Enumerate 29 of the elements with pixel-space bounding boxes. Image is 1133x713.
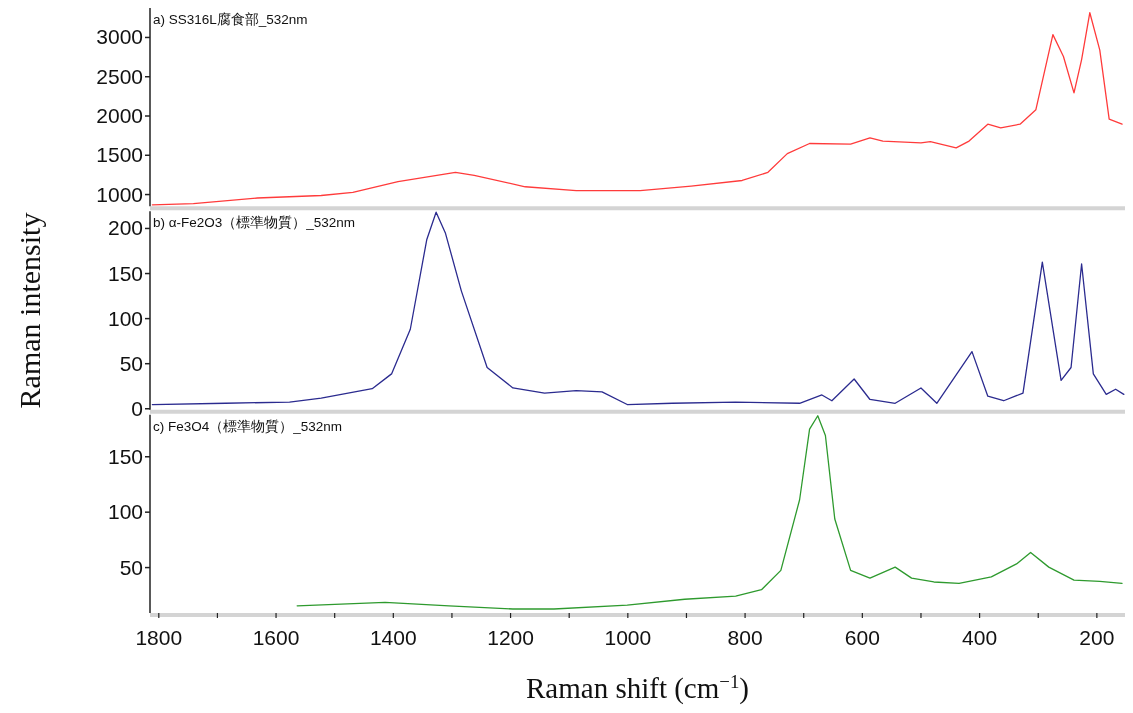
y-tick-label: 1000 [96,182,143,206]
y-tick-label: 100 [107,500,143,524]
x-tick-label: 1000 [604,626,652,649]
x-tick-label: 1600 [252,626,300,649]
x-tick-label: 600 [844,626,880,649]
y-axis-title: Raman intensity [13,212,46,409]
y-tick-label: 1500 [96,143,143,167]
annotation: c) Fe3O4（標準物質）_532nm [153,418,343,434]
line-series [151,12,1123,206]
annotation: a) SS316L腐食部_532nm [153,12,308,27]
x-tick-label: 1200 [487,626,534,649]
line-series [151,211,1125,406]
y-tick-label: 100 [107,306,143,330]
annotation: b) α-Fe2O3（標準物質）_532nm [153,215,356,231]
y-tick-label: 150 [107,261,143,285]
x-tick-label: 1800 [135,626,183,649]
y-tick-label: 2500 [96,64,143,88]
y-tick-label: 0 [131,396,143,420]
x-tick-label: 400 [962,626,998,649]
x-tick-label: 800 [727,626,763,649]
y-tick-label: 200 [107,216,143,240]
y-tick-label: 50 [119,555,143,579]
y-tick-label: 150 [107,444,143,468]
x-tick-label: 200 [1079,626,1115,649]
x-tick-label: 1400 [369,626,417,649]
y-tick-label: 3000 [96,25,143,49]
y-tick-label: 50 [119,351,143,375]
x-axis-title: Raman shift (cm$^{−1}$) [525,670,750,705]
y-tick-label: 2000 [96,104,143,127]
